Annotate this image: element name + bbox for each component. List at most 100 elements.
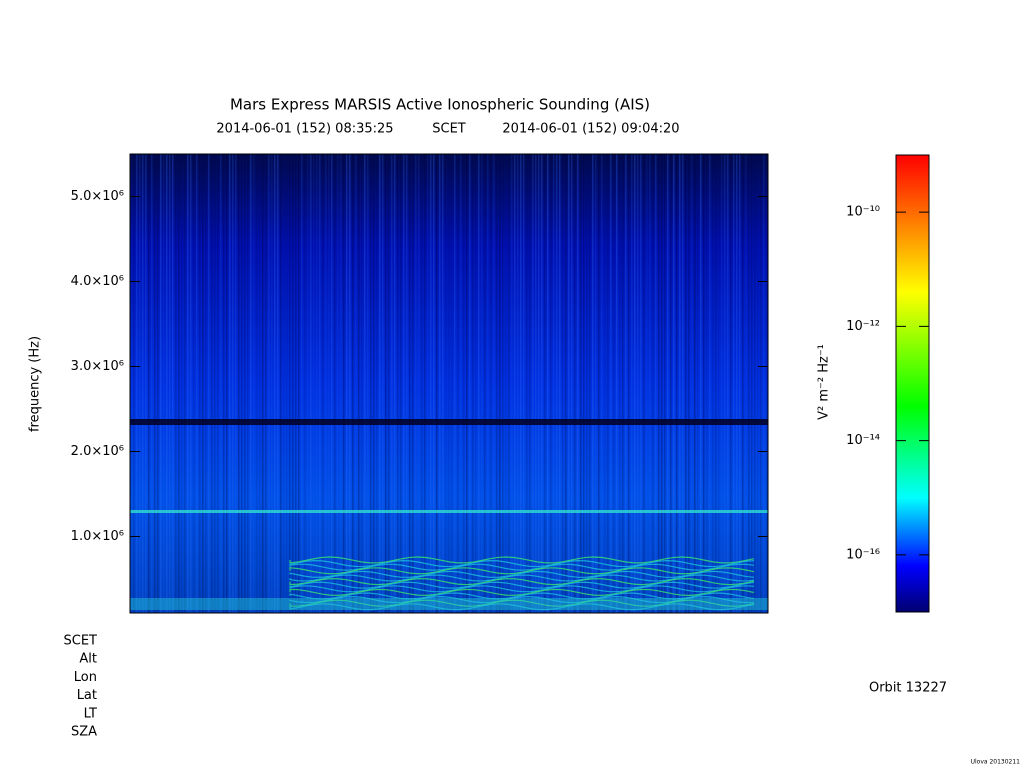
spectrogram-stripe xyxy=(175,154,177,613)
spectrogram-stripe xyxy=(220,154,222,613)
spectrogram-stripe xyxy=(169,154,171,613)
spectrogram-stripe xyxy=(256,154,258,613)
spectrogram-stripe xyxy=(451,154,453,613)
spectrogram-stripe xyxy=(148,154,150,613)
spectrogram-stripe xyxy=(607,154,609,613)
y-tick-label: 4.0×10⁶ xyxy=(71,274,124,289)
spectrogram-stripe xyxy=(160,154,162,613)
spectrogram-stripe xyxy=(703,154,705,613)
spectrogram-stripe xyxy=(286,154,288,613)
spectrogram-stripe xyxy=(130,154,132,613)
spectrogram-stripe xyxy=(676,154,678,613)
spectrogram-stripe xyxy=(679,154,681,613)
spectrogram-stripe xyxy=(145,154,147,613)
spectrogram-stripe xyxy=(661,154,663,613)
spectrogram-stripe xyxy=(352,154,354,613)
spectrogram-stripe xyxy=(268,154,270,613)
y-tick-label: 5.0×10⁶ xyxy=(71,189,124,204)
spectrogram-stripe xyxy=(586,154,588,613)
spectrogram-stripe xyxy=(550,154,552,613)
spectrogram-stripe xyxy=(475,154,477,613)
spectrogram-stripe xyxy=(745,154,747,613)
footer: Ulova 20130211 xyxy=(971,759,1021,766)
spectrogram-echo xyxy=(289,556,755,564)
spectrogram-stripe xyxy=(499,154,501,613)
spectrogram-stripe xyxy=(616,154,618,613)
spectrogram-stripe xyxy=(730,154,732,613)
spectrogram-stripe xyxy=(154,154,156,613)
spectrogram-echo xyxy=(289,560,755,568)
spectrogram-stripe xyxy=(190,154,192,613)
spectrogram-stripe xyxy=(415,154,417,613)
ephemeris-row-label: SCET xyxy=(64,634,98,649)
spectrogram-stripe xyxy=(340,154,342,613)
spectrogram-stripe xyxy=(619,154,621,613)
spectrogram-stripe xyxy=(307,154,309,613)
ephemeris-row-label: SZA xyxy=(71,725,97,740)
spectrogram-stripe xyxy=(568,154,570,613)
spectrogram-stripe xyxy=(673,154,675,613)
spectrogram-stripe xyxy=(712,154,714,613)
orbit: Orbit 13227 xyxy=(869,681,947,696)
spectrogram-stripe xyxy=(571,154,573,613)
spectrogram-stripe xyxy=(517,154,519,613)
spectrogram-stripe xyxy=(535,154,537,613)
spectrogram-stripe xyxy=(391,154,393,613)
ephemeris-row-label: Lon xyxy=(74,670,97,685)
spectrogram-stripe xyxy=(208,154,210,613)
spectrogram-stripe xyxy=(520,154,522,613)
spectrogram-stripe xyxy=(397,154,399,613)
spectrogram-stripe xyxy=(526,154,528,613)
spectrogram-stripe xyxy=(478,154,480,613)
spectrogram-stripe xyxy=(544,154,546,613)
spectrogram-stripe xyxy=(565,154,567,613)
spectrogram-stripe xyxy=(181,154,183,613)
spectrogram-stripe xyxy=(580,154,582,613)
ephemeris-row-label: Lat xyxy=(77,688,97,703)
spectrogram-stripe xyxy=(418,154,420,613)
spectrogram-stripe xyxy=(301,154,303,613)
spectrogram-stripe xyxy=(484,154,486,613)
spectrogram-stripe xyxy=(196,154,198,613)
spectrogram-stripe xyxy=(187,154,189,613)
spectrogram-stripe xyxy=(280,154,282,613)
spectrogram-stripe xyxy=(202,154,204,613)
spectrogram-stripe xyxy=(493,154,495,613)
spectrogram-stripe xyxy=(238,154,240,613)
spectrogram-echo xyxy=(289,588,755,596)
spectrogram-stripe xyxy=(304,154,306,613)
spectrogram-stripe xyxy=(457,154,459,613)
colorbar-tick-label: 10⁻¹⁰ xyxy=(846,205,880,220)
spectrogram-stripe xyxy=(292,154,294,613)
spectrogram-stripe xyxy=(490,154,492,613)
spectrogram-stripe xyxy=(553,154,555,613)
spectrogram-stripe xyxy=(136,154,138,613)
spectrogram-base xyxy=(130,598,768,610)
spectrogram-stripe xyxy=(610,154,612,613)
spectrogram-stripe xyxy=(628,154,630,613)
spectrogram-stripe xyxy=(424,154,426,613)
spectrogram-stripe xyxy=(421,154,423,613)
y-tick-label: 3.0×10⁶ xyxy=(71,359,124,374)
spectrogram-stripe xyxy=(406,154,408,613)
spectrogram-stripe xyxy=(748,154,750,613)
spectrogram-stripe xyxy=(682,154,684,613)
spectrogram-stripe xyxy=(469,154,471,613)
spectrogram-stripe xyxy=(178,154,180,613)
spectrogram-stripe xyxy=(298,154,300,613)
plot-frame xyxy=(129,153,769,614)
spectrogram-stripe xyxy=(157,154,159,613)
time-label: SCET xyxy=(432,122,466,137)
spectrogram-stripe xyxy=(742,154,744,613)
spectrogram-background xyxy=(130,154,768,613)
spectrogram-stripe xyxy=(514,154,516,613)
spectrogram-stripe xyxy=(334,154,336,613)
spectrogram-stripe xyxy=(556,154,558,613)
spectrogram-band xyxy=(130,419,768,425)
colorbar xyxy=(895,154,930,613)
spectrogram-stripe xyxy=(244,154,246,613)
spectrogram-stripe xyxy=(364,154,366,613)
spectrogram-band xyxy=(130,510,768,513)
spectrogram-stripe xyxy=(733,154,735,613)
